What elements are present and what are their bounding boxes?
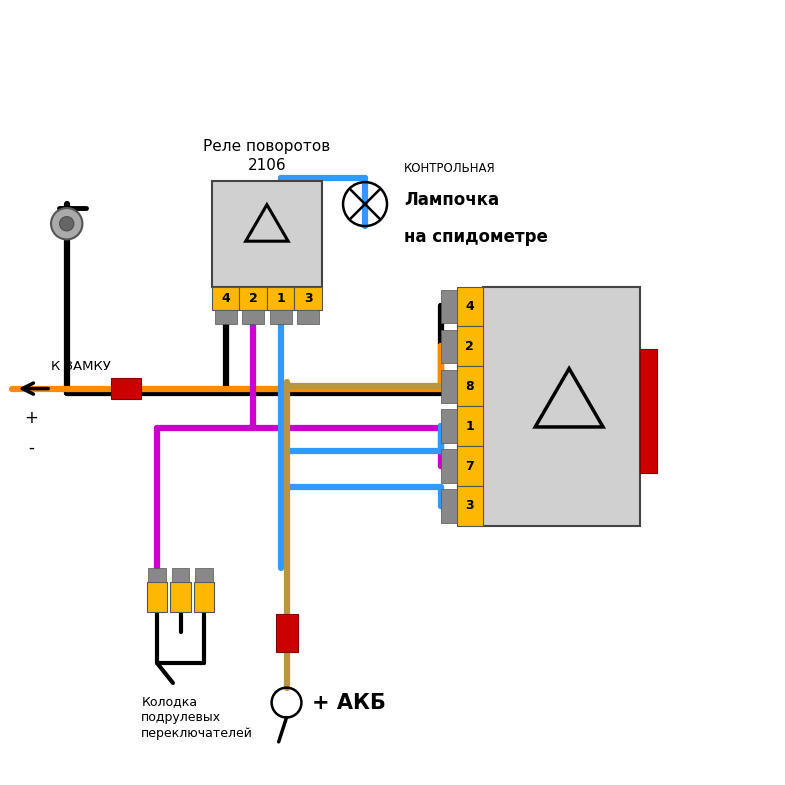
Text: 1: 1 xyxy=(276,292,285,305)
Text: + АКБ: + АКБ xyxy=(312,692,386,713)
Bar xyxy=(483,287,640,526)
Bar xyxy=(457,407,483,446)
Circle shape xyxy=(51,208,82,239)
Bar xyxy=(148,568,166,582)
Text: Реле поворотов
2106: Реле поворотов 2106 xyxy=(203,139,330,173)
Bar xyxy=(239,287,267,310)
Bar xyxy=(640,349,657,473)
Bar xyxy=(111,378,141,399)
Text: 2: 2 xyxy=(466,340,474,353)
Bar xyxy=(147,582,167,612)
Text: Лампочка: Лампочка xyxy=(404,192,499,209)
Text: на спидометре: на спидометре xyxy=(404,228,548,246)
Bar xyxy=(441,449,457,483)
Bar xyxy=(457,287,483,327)
Bar xyxy=(294,287,322,310)
Bar xyxy=(441,330,457,363)
Text: КОНТРОЛЬНАЯ: КОНТРОЛЬНАЯ xyxy=(404,162,496,175)
Bar xyxy=(170,582,191,612)
Text: 7: 7 xyxy=(466,459,474,473)
Bar xyxy=(457,446,483,486)
Bar xyxy=(195,568,213,582)
Bar xyxy=(441,290,457,323)
Bar xyxy=(457,486,483,526)
Bar xyxy=(297,310,319,324)
Text: 3: 3 xyxy=(304,292,312,305)
Bar xyxy=(457,367,483,407)
Bar xyxy=(267,287,294,310)
Text: К ЗАМКУ: К ЗАМКУ xyxy=(51,360,111,373)
Text: 3: 3 xyxy=(466,499,474,513)
Text: 2: 2 xyxy=(249,292,257,305)
Text: 1: 1 xyxy=(466,420,474,433)
Bar xyxy=(194,582,214,612)
Text: 8: 8 xyxy=(466,380,474,392)
Bar xyxy=(457,327,483,367)
Bar xyxy=(441,370,457,403)
Bar xyxy=(243,310,264,324)
Text: +: + xyxy=(24,410,38,427)
Circle shape xyxy=(60,217,74,231)
Bar xyxy=(212,181,322,287)
Text: -: - xyxy=(28,439,35,456)
Bar xyxy=(441,410,457,443)
Bar xyxy=(215,310,237,324)
Bar xyxy=(276,614,298,652)
Text: 4: 4 xyxy=(221,292,230,305)
Text: 4: 4 xyxy=(466,300,474,313)
Text: Колодка
подрулевых
переключателей: Колодка подрулевых переключателей xyxy=(141,695,254,739)
Bar xyxy=(441,489,457,523)
Bar xyxy=(172,568,189,582)
Bar xyxy=(270,310,292,324)
Bar xyxy=(212,287,239,310)
